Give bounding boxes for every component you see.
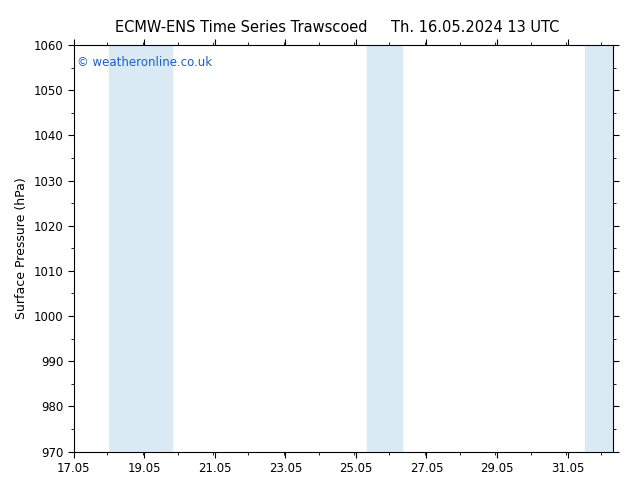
Text: © weatheronline.co.uk: © weatheronline.co.uk [77,56,212,70]
Bar [585,45,614,452]
Y-axis label: Surface Pressure (hPa): Surface Pressure (hPa) [15,177,28,319]
Text: ECMW-ENS Time Series Trawscoed: ECMW-ENS Time Series Trawscoed [115,20,367,35]
Bar [366,45,402,452]
Text: Th. 16.05.2024 13 UTC: Th. 16.05.2024 13 UTC [391,20,560,35]
Bar [109,45,172,452]
